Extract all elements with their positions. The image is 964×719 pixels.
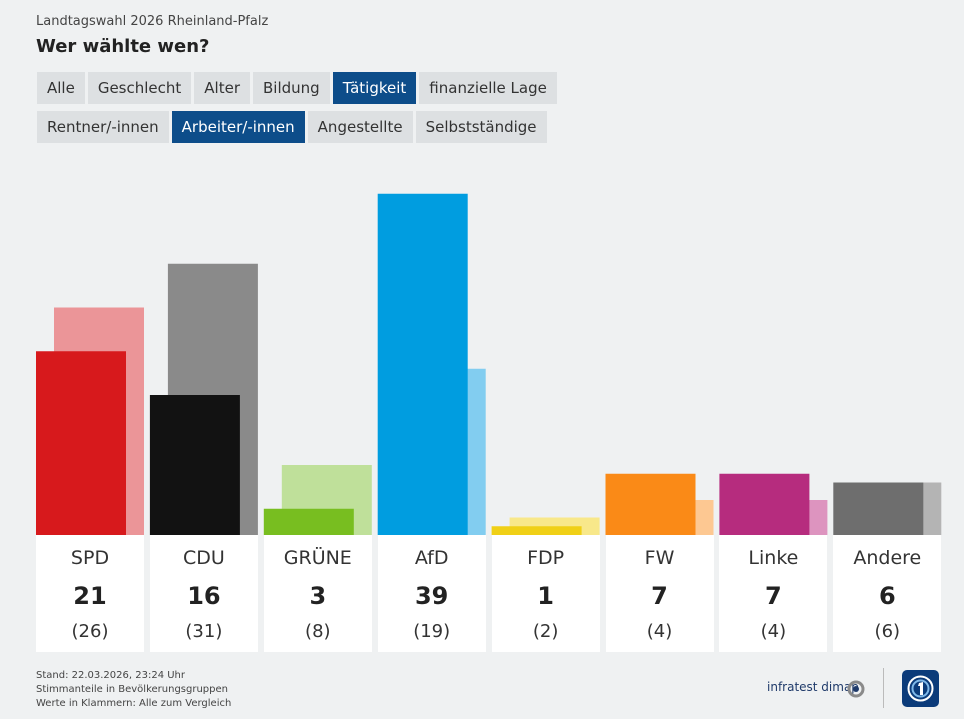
- footer-compare-note: Werte in Klammern: Alle zum Vergleich: [36, 698, 232, 709]
- brand-divider: [883, 668, 884, 708]
- party-label: Andere: [853, 547, 922, 569]
- bar-gruene: [263, 508, 354, 535]
- category-tabs: Alle Geschlecht Alter Bildung Tätigkeit finan…: [37, 72, 557, 104]
- party-label: FDP: [527, 547, 565, 569]
- chart-footer: Stand: 22.03.2026, 23:24 Uhr Stimmanteil…: [36, 669, 231, 711]
- party-value: 1: [537, 582, 554, 610]
- party-card-andere: Andere 6 (6): [833, 535, 942, 652]
- bar-afd: [377, 193, 468, 535]
- tab-finanzielle-lage[interactable]: finanzielle Lage: [419, 72, 557, 104]
- footer-note: Stimmanteile in Bevölkerungsgruppen: [36, 684, 228, 695]
- party-value: 3: [309, 582, 327, 610]
- party-label: Linke: [748, 547, 799, 569]
- party-label: CDU: [182, 547, 225, 569]
- party-compare-value: (4): [760, 621, 787, 642]
- tab-selbststaendige[interactable]: Selbstständige: [415, 111, 547, 143]
- footer-timestamp: Stand: 22.03.2026, 23:24 Uhr: [36, 670, 186, 681]
- party-card-cdu: CDU 16 (31): [149, 535, 258, 652]
- tab-alle[interactable]: Alle: [37, 72, 85, 104]
- party-card-gruene: GRÜNE 3 (8): [263, 535, 372, 652]
- party-card-fdp: FDP 1 (2): [491, 535, 600, 652]
- tab-bildung[interactable]: Bildung: [253, 72, 330, 104]
- tagesschau-logo[interactable]: [902, 670, 939, 707]
- bar-fw: [605, 473, 696, 535]
- bar-fdp: [491, 526, 582, 535]
- bar-cdu: [149, 395, 240, 535]
- party-compare-value: (31): [185, 621, 223, 642]
- tab-angestellte[interactable]: Angestellte: [307, 111, 413, 143]
- party-value: 21: [73, 582, 107, 610]
- party-label: FW: [644, 547, 675, 569]
- party-label: AfD: [414, 547, 449, 569]
- infratest-dimap-icon: [847, 680, 865, 698]
- party-value: 7: [651, 582, 668, 610]
- party-compare-value: (6): [874, 621, 901, 642]
- party-card-linke: Linke 7 (4): [719, 535, 828, 652]
- chart-subtitle: Landtagswahl 2026 Rheinland-Pfalz: [36, 14, 269, 29]
- party-value: 7: [765, 582, 782, 610]
- tab-taetigkeit[interactable]: Tätigkeit: [332, 72, 417, 104]
- chart-title: Wer wählte wen?: [36, 36, 210, 57]
- party-label: GRÜNE: [283, 547, 352, 569]
- party-card-afd: AfD 39 (19): [377, 535, 486, 652]
- tagesschau-icon: [907, 675, 934, 702]
- bar-spd: [36, 351, 126, 535]
- party-compare-value: (19): [413, 621, 451, 642]
- tab-alter[interactable]: Alter: [194, 72, 250, 104]
- tab-geschlecht[interactable]: Geschlecht: [87, 72, 192, 104]
- brand-name: infratest dimap: [767, 680, 859, 694]
- tab-rentner-innen[interactable]: Rentner/-innen: [37, 111, 169, 143]
- bar-andere: [833, 482, 924, 535]
- party-value: 39: [414, 582, 449, 610]
- party-compare-value: (2): [532, 621, 559, 642]
- party-label: SPD: [70, 547, 110, 569]
- party-compare-value: (26): [71, 621, 109, 642]
- party-card-fw: FW 7 (4): [605, 535, 714, 652]
- party-compare-value: (4): [646, 621, 673, 642]
- party-value: 6: [878, 582, 896, 610]
- party-value: 16: [187, 582, 221, 610]
- party-compare-value: (8): [305, 621, 331, 642]
- party-card-spd: SPD 21 (26): [36, 535, 144, 652]
- tab-arbeiter-innen[interactable]: Arbeiter/-innen: [171, 111, 305, 143]
- bar-linke: [719, 473, 810, 535]
- subgroup-tabs: Rentner/-innen Arbeiter/-innen Angestellte…: [37, 111, 547, 143]
